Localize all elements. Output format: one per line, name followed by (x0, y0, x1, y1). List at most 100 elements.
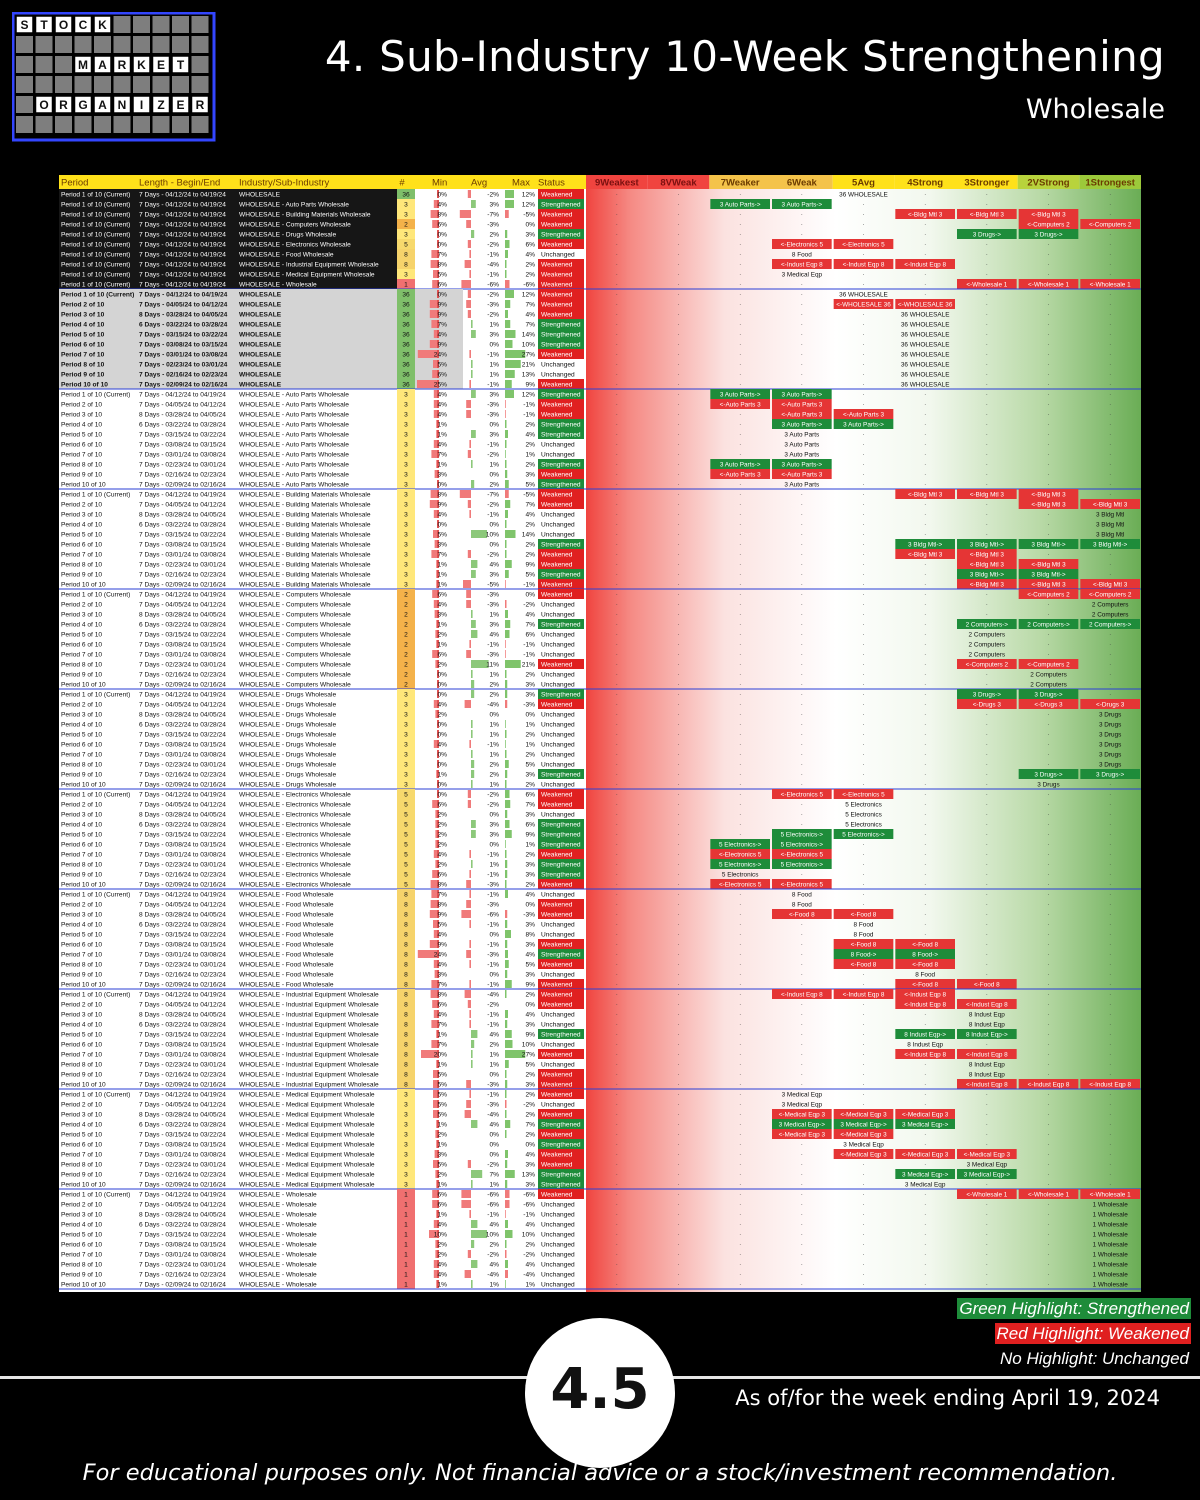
min-bar (433, 270, 437, 278)
logo-letter-tile (73, 95, 93, 114)
min-bar (431, 980, 437, 988)
cell-industry: WHOLESALE - Drugs Wholesale (239, 752, 336, 759)
rating-dot: . (986, 951, 988, 957)
min-bar (432, 280, 437, 288)
rating-dot: . (616, 481, 618, 487)
cell-count-background (397, 1119, 415, 1129)
rating-dot: . (801, 1051, 803, 1057)
rating-label: <-Bldg Mtl 3 (970, 552, 1005, 559)
rating-dot: . (616, 1051, 618, 1057)
rating-segment (772, 259, 832, 269)
max-bar (505, 270, 507, 278)
rating-dot: . (801, 1081, 803, 1087)
cell-status: Strengthened (541, 692, 581, 699)
rating-dot: . (801, 1271, 803, 1277)
row-shading (59, 349, 463, 359)
min-axis (437, 1050, 439, 1058)
rating-dot: . (801, 1221, 803, 1227)
cell-count-background (397, 799, 415, 809)
status-background (538, 619, 584, 629)
rating-dot: . (739, 661, 741, 667)
status-background (538, 1179, 584, 1189)
rating-label: 3 Bldg Mtl-> (970, 572, 1005, 579)
rating-dot: . (863, 391, 865, 397)
cell-industry: WHOLESALE - Electronics Wholesale (239, 862, 351, 869)
cell-count: 36 (402, 322, 410, 329)
rating-dot: . (801, 551, 803, 557)
rating-label: 8 Indust Eqp (907, 1042, 943, 1049)
rating-dot: . (1109, 881, 1111, 887)
rating-dot: . (924, 331, 926, 337)
max-bar (505, 1080, 508, 1088)
rating-label: <-Bldg Mtl 3 (908, 492, 943, 499)
rating-dot: . (986, 881, 988, 887)
status-background (538, 1139, 584, 1149)
avg-bar (464, 990, 471, 998)
max-bar (505, 570, 509, 578)
cell-count: 3 (404, 542, 408, 549)
max-bar (505, 200, 514, 208)
summary-block-background (59, 189, 397, 289)
rating-dot: . (986, 391, 988, 397)
cell-count-background (397, 1079, 415, 1089)
cell-avg: -4% (487, 1272, 499, 1279)
cell-length: 7 Days - 02/09/24 to 02/16/24 (139, 482, 226, 489)
rating-dot: . (986, 1261, 988, 1267)
cell-status: Unchanged (541, 1222, 575, 1229)
rating-dot: . (1048, 741, 1050, 747)
min-axis (437, 760, 439, 768)
rating-dot: . (1109, 361, 1111, 367)
cell-avg: 4% (489, 1032, 499, 1039)
rating-segment (1018, 569, 1079, 579)
cell-max: 3% (525, 232, 535, 239)
cell-industry: WHOLESALE - Drugs Wholesale (239, 782, 336, 789)
rating-dot: . (678, 671, 680, 677)
cell-avg: 0% (489, 972, 499, 979)
rating-label: <-Auto Parts 3 (720, 472, 761, 479)
min-bar (434, 1150, 437, 1158)
max-bar (505, 1050, 526, 1058)
cell-count: 3 (404, 202, 408, 209)
avg-bar (469, 1090, 471, 1098)
rating-dot: . (678, 311, 680, 317)
rating-dot: . (616, 1181, 618, 1187)
cell-count-background (397, 469, 415, 479)
cell-min: 5% (437, 362, 447, 369)
cell-length: 7 Days - 02/16/24 to 02/23/24 (139, 472, 226, 479)
rating-dot: . (739, 1241, 741, 1247)
cell-count-background (397, 249, 415, 259)
rating-dot: . (924, 621, 926, 627)
rating-dot: . (986, 1111, 988, 1117)
rating-label: <-Wholesale 1 (966, 1192, 1007, 1199)
cell-status: Unchanged (541, 1062, 575, 1069)
rating-dot: . (924, 721, 926, 727)
rating-dot: . (863, 601, 865, 607)
min-axis (437, 520, 439, 528)
cell-period: Period 1 of 10 (Current) (61, 242, 130, 249)
cell-max: 0% (525, 712, 535, 719)
cell-status: Weakened (541, 1132, 573, 1139)
rating-dot: . (678, 1141, 680, 1147)
cell-period: Period 8 of 10 (61, 862, 102, 869)
rating-label: 1 Wholesale (1093, 1252, 1129, 1259)
logo-letter: K (98, 18, 107, 32)
rating-segment (1018, 209, 1079, 219)
rating-dot: . (986, 291, 988, 297)
rating-dot: . (863, 1211, 865, 1217)
rating-dot: . (1109, 611, 1111, 617)
cell-min: 1% (437, 772, 447, 779)
cell-industry: WHOLESALE - Building Materials Wholesale (239, 512, 371, 519)
cell-status: Weakened (541, 562, 573, 569)
rating-dot: . (863, 701, 865, 707)
rating-dot: . (1109, 671, 1111, 677)
logo-tile (55, 116, 72, 133)
cell-industry: WHOLESALE (239, 322, 282, 329)
rating-dot: . (863, 571, 865, 577)
rating-dot: . (1048, 781, 1050, 787)
min-axis (437, 790, 439, 798)
rating-dot: . (1109, 931, 1111, 937)
min-axis (437, 780, 439, 788)
rating-dot: . (1109, 1211, 1111, 1217)
logo-tile (191, 56, 209, 73)
cell-count-background (397, 1169, 415, 1179)
